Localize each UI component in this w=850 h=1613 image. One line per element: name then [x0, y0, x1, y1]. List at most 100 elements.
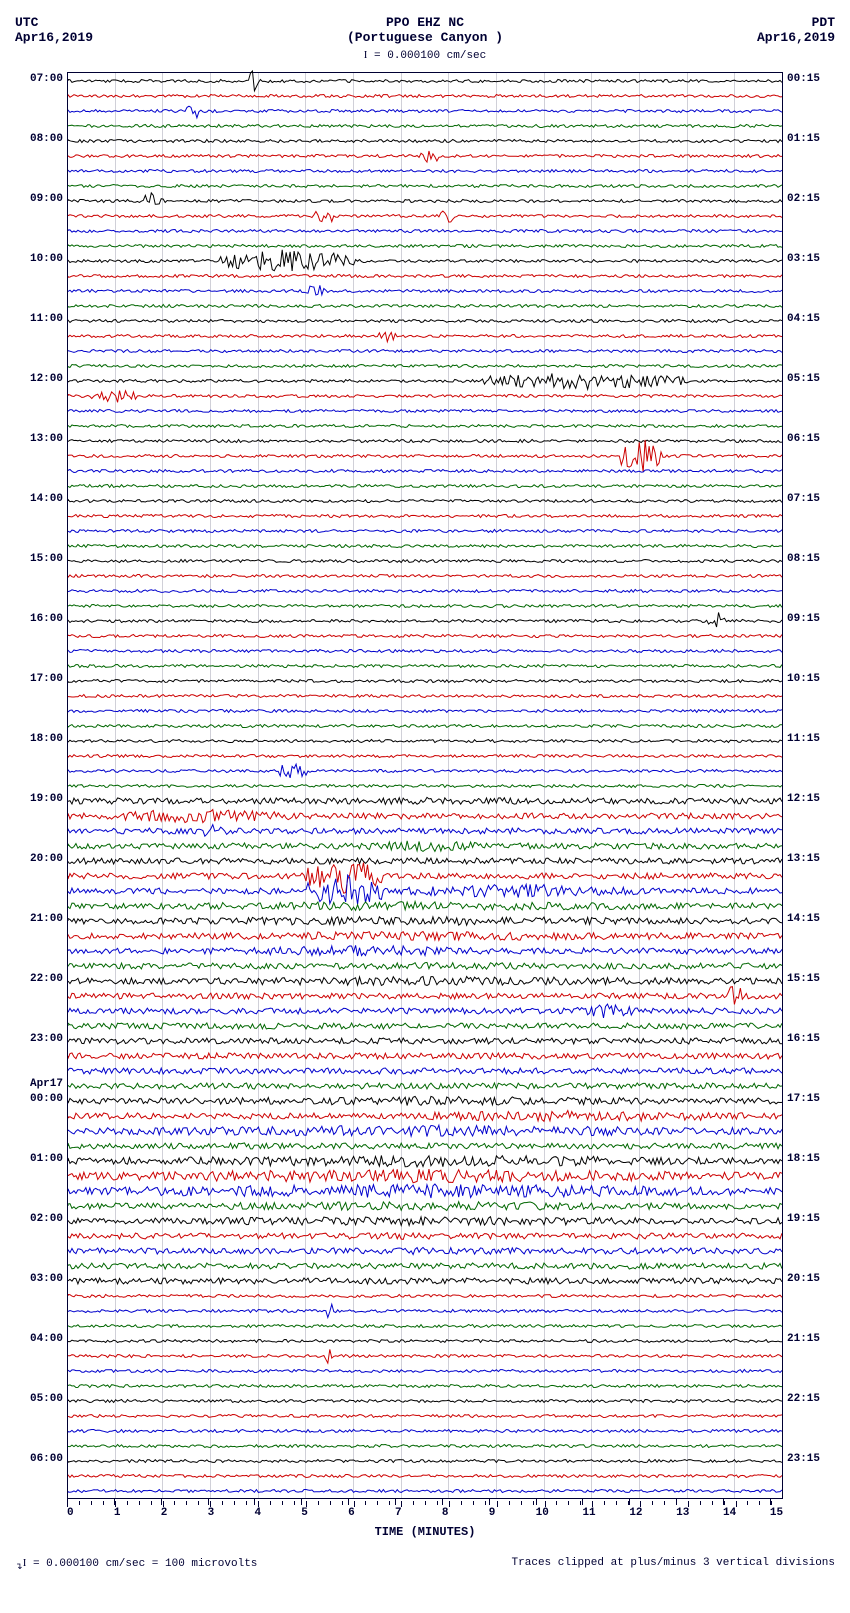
time-label: 11:15	[787, 732, 835, 747]
time-label	[787, 882, 835, 897]
date-left: Apr16,2019	[15, 30, 135, 45]
time-label: 07:00	[15, 72, 63, 87]
header-left: UTC Apr16,2019	[15, 15, 135, 45]
time-label	[787, 627, 835, 642]
time-label	[787, 702, 835, 717]
time-label	[15, 1422, 63, 1437]
time-label	[15, 1047, 63, 1062]
time-label	[787, 327, 835, 342]
time-label	[15, 747, 63, 762]
time-label	[15, 1002, 63, 1017]
time-label	[787, 897, 835, 912]
time-label	[787, 822, 835, 837]
time-label	[787, 102, 835, 117]
time-label	[15, 837, 63, 852]
time-label	[15, 297, 63, 312]
time-label	[15, 1302, 63, 1317]
time-label	[15, 822, 63, 837]
time-label	[15, 762, 63, 777]
time-label: 04:15	[787, 312, 835, 327]
time-label	[787, 1242, 835, 1257]
time-label	[787, 1062, 835, 1077]
time-label: 19:00	[15, 792, 63, 807]
time-label	[15, 927, 63, 942]
time-label	[787, 1362, 835, 1377]
time-label	[787, 642, 835, 657]
time-label	[15, 462, 63, 477]
seismic-traces	[68, 73, 782, 1498]
time-label: 13:00	[15, 432, 63, 447]
time-label	[15, 1227, 63, 1242]
tz-right: PDT	[715, 15, 835, 30]
time-label	[787, 1257, 835, 1272]
time-label	[15, 567, 63, 582]
time-label: Apr17	[15, 1077, 63, 1092]
time-label	[787, 1197, 835, 1212]
time-label	[787, 1437, 835, 1452]
time-label: 05:00	[15, 1392, 63, 1407]
time-label	[787, 387, 835, 402]
time-label: 14:00	[15, 492, 63, 507]
time-label	[15, 387, 63, 402]
time-label	[15, 447, 63, 462]
time-label	[15, 537, 63, 552]
time-label	[15, 582, 63, 597]
y-axis-right-pdt: 00:1501:1502:1503:1504:1505:1506:1507:15…	[783, 72, 835, 1499]
time-label	[787, 717, 835, 732]
time-label	[787, 477, 835, 492]
time-label	[787, 777, 835, 792]
time-label: 18:00	[15, 732, 63, 747]
time-label	[15, 1107, 63, 1122]
time-label: 22:15	[787, 1392, 835, 1407]
time-label	[787, 1347, 835, 1362]
time-label	[15, 1062, 63, 1077]
time-label	[787, 1107, 835, 1122]
time-label	[15, 342, 63, 357]
time-label	[15, 1347, 63, 1362]
time-label	[787, 462, 835, 477]
time-label	[15, 807, 63, 822]
time-label: 18:15	[787, 1152, 835, 1167]
time-label: 21:15	[787, 1332, 835, 1347]
time-label	[15, 177, 63, 192]
time-label: 12:00	[15, 372, 63, 387]
time-label: 02:00	[15, 1212, 63, 1227]
time-label	[15, 1167, 63, 1182]
time-label	[787, 927, 835, 942]
time-label: 10:15	[787, 672, 835, 687]
time-label: 04:00	[15, 1332, 63, 1347]
time-label: 02:15	[787, 192, 835, 207]
time-label: 15:15	[787, 972, 835, 987]
time-label: 07:15	[787, 492, 835, 507]
time-label	[15, 657, 63, 672]
time-label	[15, 777, 63, 792]
time-label: 22:00	[15, 972, 63, 987]
time-label	[787, 957, 835, 972]
time-label	[787, 1227, 835, 1242]
time-label	[787, 177, 835, 192]
y-axis-left-utc: 07:0008:0009:0010:0011:0012:0013:0014:00…	[15, 72, 67, 1499]
time-label	[787, 1167, 835, 1182]
time-label	[15, 867, 63, 882]
time-label	[787, 447, 835, 462]
time-label: 09:00	[15, 192, 63, 207]
time-label: 06:00	[15, 1452, 63, 1467]
time-label	[787, 342, 835, 357]
time-label	[787, 657, 835, 672]
time-label	[787, 1017, 835, 1032]
time-label: 12:15	[787, 792, 835, 807]
time-label	[787, 1287, 835, 1302]
time-label	[787, 747, 835, 762]
time-label	[15, 417, 63, 432]
time-label: 06:15	[787, 432, 835, 447]
time-label: 15:00	[15, 552, 63, 567]
time-label	[15, 597, 63, 612]
time-label	[787, 1407, 835, 1422]
time-label	[787, 762, 835, 777]
time-label	[787, 807, 835, 822]
x-axis-label: TIME (MINUTES)	[67, 1525, 783, 1539]
time-label: 00:00	[15, 1092, 63, 1107]
tz-left: UTC	[15, 15, 135, 30]
station-location: (Portuguese Canyon )	[135, 30, 715, 45]
time-label	[787, 1467, 835, 1482]
